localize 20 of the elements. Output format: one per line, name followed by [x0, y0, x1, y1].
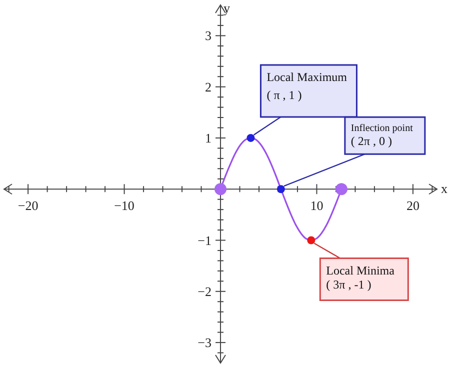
point: [307, 236, 316, 244]
point: [246, 134, 255, 142]
point: [214, 183, 226, 196]
y-tick-label: 3: [205, 28, 212, 44]
annotation: Local Maximum ( π , 1 ): [266, 70, 348, 102]
annotation: Inflection point ( 2π , 0 ): [350, 123, 414, 148]
y-tick-label: 2: [205, 79, 212, 94]
y-tick-label: −3: [198, 335, 212, 350]
y-tick-label: 1: [205, 130, 212, 146]
y-tick-label: −1: [198, 232, 212, 248]
y-axis-title: y: [224, 0, 230, 16]
annotation: Local Minima ( 3π , -1 ): [326, 263, 396, 292]
x-tick-label: −20: [18, 198, 38, 214]
point: [335, 183, 348, 196]
y-tick-label: −2: [198, 284, 212, 299]
x-axis-title: x: [441, 181, 448, 196]
point: [276, 185, 285, 194]
x-tick-label: 20: [406, 198, 420, 214]
x-tick-label: 10: [310, 198, 324, 214]
x-tick-label: −10: [114, 198, 134, 214]
